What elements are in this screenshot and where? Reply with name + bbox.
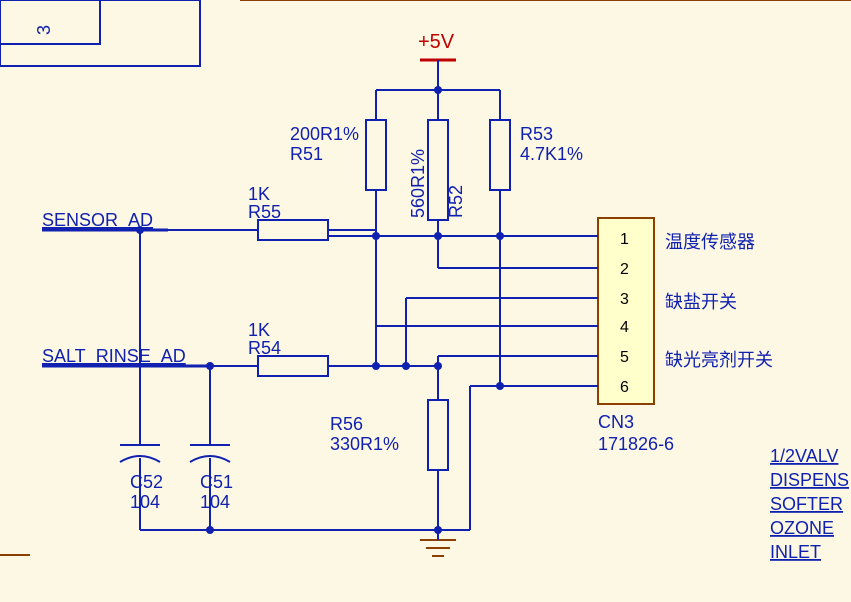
cn3-pin3: 3 xyxy=(620,291,629,308)
r52 xyxy=(428,120,448,220)
cn3-pin1: 1 xyxy=(620,231,629,248)
r53 xyxy=(490,120,510,190)
c52-val: 104 xyxy=(130,492,160,512)
r53-val: 4.7K1% xyxy=(520,144,583,164)
r56-val: 330R1% xyxy=(330,434,399,454)
cn3-pin4: 4 xyxy=(620,319,629,336)
cn3-pin5: 5 xyxy=(620,349,629,366)
power-label: +5V xyxy=(418,31,455,53)
net-sensor: SENSOR_AD xyxy=(42,210,153,231)
cn3-pin6: 6 xyxy=(620,379,629,396)
cn3-label5: 缺光亮剂开关 xyxy=(665,350,773,370)
cn3-label1: 温度传感器 xyxy=(665,232,755,252)
cn3-part: 171826-6 xyxy=(598,434,674,454)
c52-ref: C52 xyxy=(130,472,163,492)
net-v5: INLET xyxy=(770,542,821,562)
cn3-ref: CN3 xyxy=(598,412,634,432)
r54-ref: R54 xyxy=(248,338,281,358)
net-v1: 1/2VALV xyxy=(770,446,838,466)
r54-val: 1K xyxy=(248,320,270,340)
net-v2: DISPENS xyxy=(770,470,849,490)
r56 xyxy=(428,400,448,470)
r55-val: 1K xyxy=(248,184,270,204)
r51-val: 200R1% xyxy=(290,124,359,144)
net-v3: SOFTER xyxy=(770,494,843,514)
r51 xyxy=(366,120,386,190)
c51-val: 104 xyxy=(200,492,230,512)
c51-ref: C51 xyxy=(200,472,233,492)
r55-ref: R55 xyxy=(248,202,281,222)
cn3-pin2: 2 xyxy=(620,261,629,278)
r52-val: 560R1% xyxy=(408,149,428,218)
net-salt: SALT_RINSE_AD xyxy=(42,346,186,367)
r53-ref: R53 xyxy=(520,124,553,144)
r51-ref: R51 xyxy=(290,144,323,164)
net-v4: OZONE xyxy=(770,518,834,538)
r52-ref: R52 xyxy=(446,185,466,218)
r56-ref: R56 xyxy=(330,414,363,434)
r55 xyxy=(258,220,328,240)
stray-label: 3 xyxy=(34,25,54,35)
r54 xyxy=(258,356,328,376)
cn3-label3: 缺盐开关 xyxy=(665,292,737,312)
